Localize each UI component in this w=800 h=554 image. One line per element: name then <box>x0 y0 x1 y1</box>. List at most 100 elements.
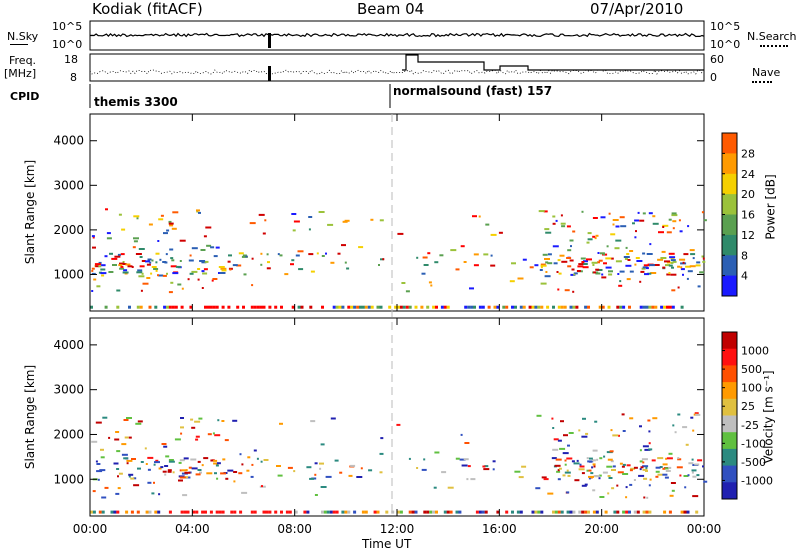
velocity-mark <box>535 487 541 490</box>
power-mark <box>290 263 294 266</box>
power-mark <box>564 289 570 292</box>
power-mark <box>545 231 552 234</box>
power-mark <box>522 305 526 309</box>
power-mark <box>335 305 339 309</box>
velocity-mark <box>117 487 121 490</box>
velocity-mark <box>379 471 383 474</box>
power-mark <box>414 305 418 309</box>
power-mark <box>639 280 642 283</box>
velocity-mark <box>622 473 629 475</box>
power-mark <box>689 265 696 268</box>
xtick-label: 12:00 <box>380 522 415 536</box>
velocity-mark <box>639 468 642 471</box>
velocity-mark <box>578 468 585 471</box>
velocity-mark <box>552 448 559 451</box>
velocity-mark <box>554 510 558 514</box>
velocity-mark <box>161 443 167 445</box>
velocity-mark <box>566 457 573 460</box>
velocity-mark <box>320 443 325 446</box>
velocity-mark <box>560 510 564 514</box>
power-mark <box>201 287 204 289</box>
velocity-mark <box>578 510 582 514</box>
power-mark <box>201 270 205 273</box>
power-mark <box>592 235 596 238</box>
power-mark <box>666 273 671 276</box>
power-mark <box>636 260 643 262</box>
power-mark <box>141 260 146 262</box>
velocity-mark <box>276 465 281 467</box>
power-mark <box>678 219 681 222</box>
power-mark <box>169 248 174 251</box>
power-mark <box>635 257 640 259</box>
velocity-mark <box>186 510 190 514</box>
velocity-mark <box>694 463 700 466</box>
velocity-mark <box>683 510 687 514</box>
power-mark <box>601 273 604 276</box>
power-mark <box>242 305 245 309</box>
power-mark <box>662 266 666 269</box>
power-mark <box>159 258 162 261</box>
power-mark <box>682 261 685 264</box>
power-mark <box>703 219 707 222</box>
power-mark <box>647 272 652 275</box>
power-mark <box>168 305 172 309</box>
velocity-mark <box>214 434 221 437</box>
velocity-mark <box>147 468 151 471</box>
power-mark <box>174 305 178 309</box>
velocity-mark <box>584 510 588 514</box>
velocity-mark <box>492 460 496 463</box>
velocity-mark <box>154 510 158 514</box>
power-mark <box>601 276 607 279</box>
velocity-mark <box>432 510 436 514</box>
velocity-mark <box>215 510 219 514</box>
velocity-mark <box>108 436 111 439</box>
velocity-colorbar-frame <box>721 331 738 500</box>
velocity-mark <box>326 510 330 514</box>
velocity-ytick-label: 4000 <box>53 338 84 352</box>
velocity-mark <box>629 417 634 420</box>
power-mark <box>473 264 479 267</box>
velocity-mark <box>113 510 117 514</box>
velocity-mark <box>303 510 307 514</box>
freq-panel <box>89 53 705 82</box>
velocity-mark <box>676 466 683 469</box>
velocity-mark <box>347 510 351 514</box>
velocity-mark <box>238 472 243 475</box>
power-mark <box>553 262 558 265</box>
velocity-mark <box>421 468 427 471</box>
velocity-mark <box>332 510 336 514</box>
power-mark <box>592 264 595 266</box>
power-mark <box>677 265 681 268</box>
power-mark <box>380 258 384 261</box>
power-mark <box>229 268 232 271</box>
velocity-mark <box>399 510 403 514</box>
power-mark <box>189 272 194 275</box>
power-mark <box>543 210 548 213</box>
cpid-themis: themis 3300 <box>94 95 178 109</box>
velocity-mark <box>293 470 296 473</box>
power-mark <box>120 253 125 256</box>
power-mark <box>493 305 497 309</box>
velocity-mark <box>294 510 298 514</box>
velocity-mark <box>207 433 212 436</box>
velocity-mark <box>607 475 611 477</box>
velocity-mark <box>239 453 242 456</box>
power-mark <box>330 261 335 264</box>
velocity-mark <box>460 433 463 436</box>
velocity-mark <box>131 458 136 460</box>
velocity-mark <box>261 485 263 488</box>
power-mark <box>572 305 576 309</box>
freq-tick-lo: 8 <box>70 71 77 84</box>
power-ytick-label: 2000 <box>53 223 84 237</box>
power-mark <box>640 270 645 273</box>
power-mark <box>522 258 527 261</box>
velocity-mark <box>649 478 652 481</box>
power-mark <box>628 305 631 309</box>
velocity-mark <box>622 463 626 466</box>
power-mark <box>394 305 398 309</box>
power-mark <box>665 264 670 267</box>
velocity-mark <box>178 479 183 482</box>
velocity-ytick-label: 2000 <box>53 427 84 441</box>
power-mark <box>291 259 295 262</box>
velocity-mark <box>591 466 594 469</box>
